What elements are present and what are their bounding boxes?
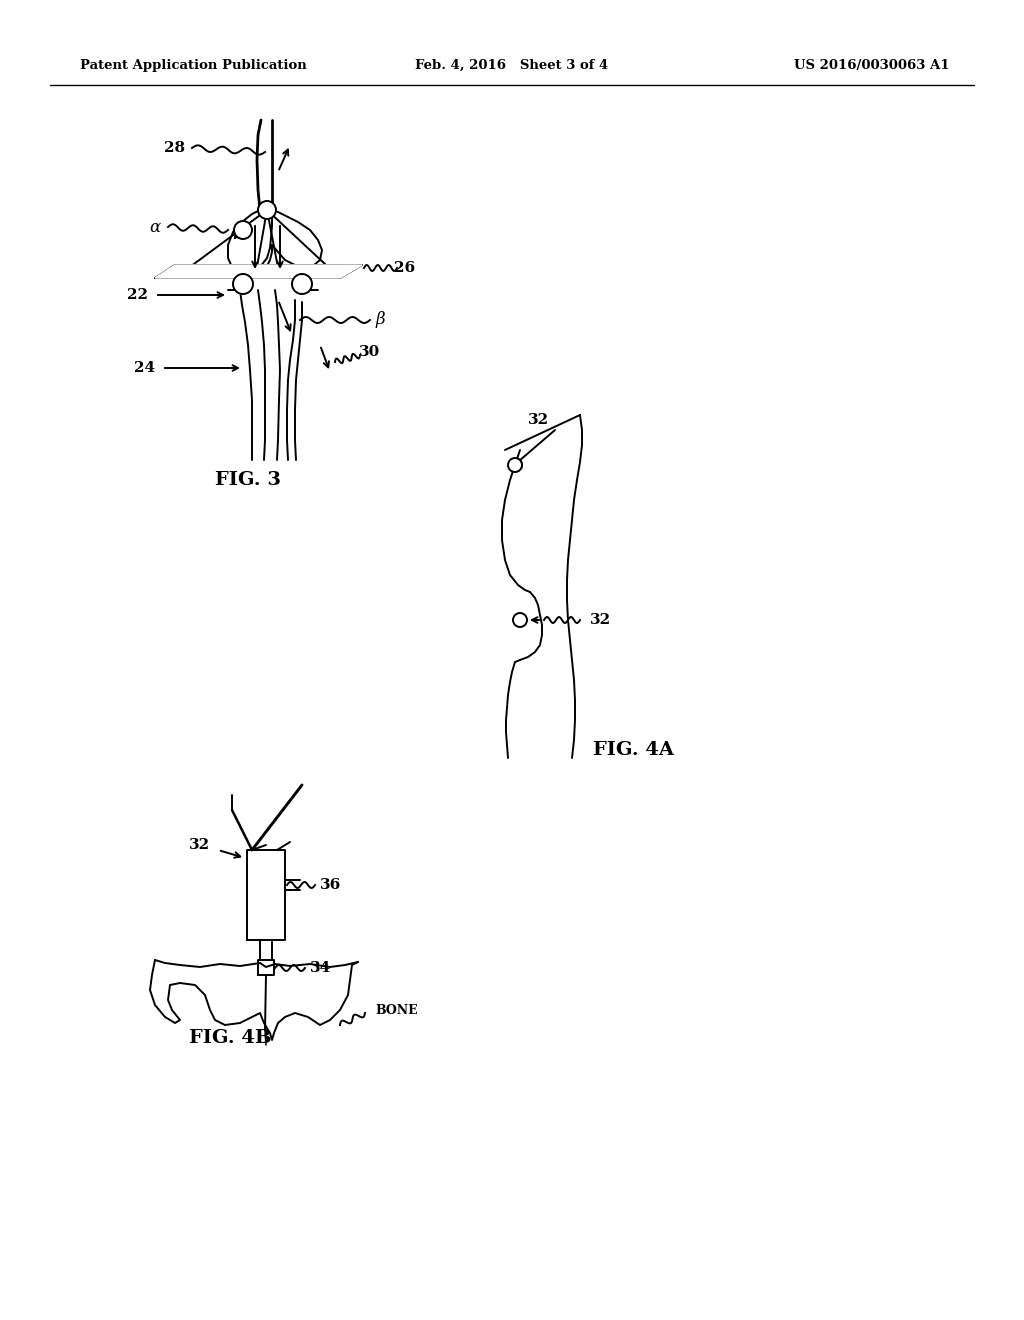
Circle shape [233,275,253,294]
Text: FIG. 4B: FIG. 4B [188,1030,271,1047]
Text: 34: 34 [310,961,331,975]
Text: 30: 30 [359,345,381,359]
Text: α: α [150,219,161,235]
Text: Feb. 4, 2016   Sheet 3 of 4: Feb. 4, 2016 Sheet 3 of 4 [416,58,608,71]
Circle shape [508,458,522,473]
Text: β: β [375,312,385,329]
Polygon shape [155,265,362,279]
Text: FIG. 3: FIG. 3 [215,471,281,488]
Circle shape [234,220,252,239]
Text: FIG. 4A: FIG. 4A [593,741,674,759]
Text: 26: 26 [394,261,416,275]
Text: 22: 22 [128,288,148,302]
Text: Patent Application Publication: Patent Application Publication [80,58,307,71]
Text: 36: 36 [319,878,341,892]
Text: 28: 28 [165,141,185,154]
Text: 24: 24 [134,360,156,375]
Text: 32: 32 [528,413,549,426]
Circle shape [258,201,276,219]
Text: 32: 32 [590,612,611,627]
Text: 32: 32 [188,838,210,851]
Circle shape [513,612,527,627]
Text: BONE: BONE [375,1003,418,1016]
Circle shape [292,275,312,294]
Text: US 2016/0030063 A1: US 2016/0030063 A1 [795,58,950,71]
